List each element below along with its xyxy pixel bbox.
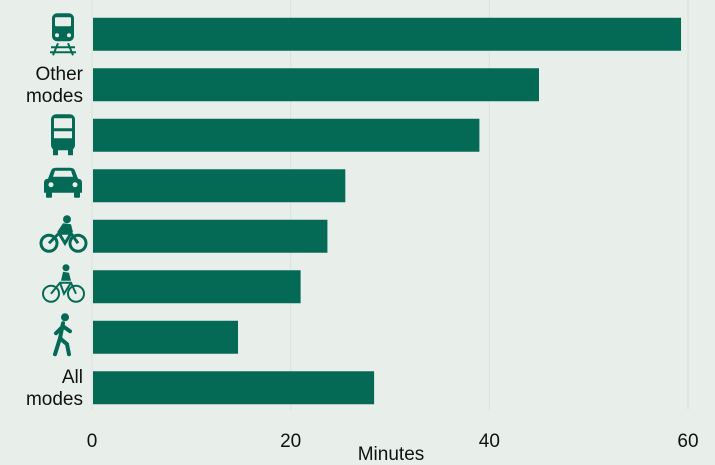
car-icon [44,167,82,198]
bar [93,118,480,152]
category-label: modes [26,389,83,410]
category-label: All [62,367,83,388]
bar [93,68,539,102]
x-axis-ticks: 0 20 40 60 [87,431,699,452]
x-tick-label: 20 [280,431,301,452]
bars [93,17,682,405]
bicycle-icon [42,264,85,303]
bar [93,169,346,203]
bus-icon [51,114,75,156]
x-axis-title: Minutes [358,444,425,465]
train-icon [50,13,76,56]
bar [93,17,682,51]
bar [93,371,375,405]
walking-icon [53,313,72,357]
x-tick-label: 40 [479,431,500,452]
category-label: Other [35,64,83,85]
x-tick-label: 60 [677,431,698,452]
x-tick-label: 0 [87,431,98,452]
category-label: modes [26,86,83,107]
motorcycle-icon [39,215,88,253]
bar [93,219,328,253]
bar [93,320,239,354]
bar [93,270,301,304]
